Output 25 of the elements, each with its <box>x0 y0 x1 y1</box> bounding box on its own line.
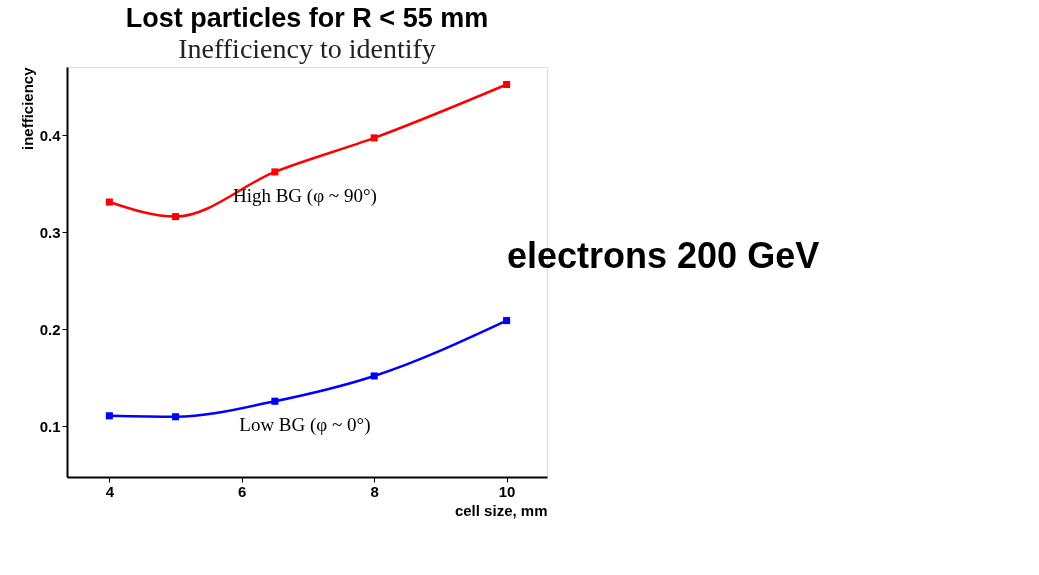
point <box>271 397 279 405</box>
series-label: Low BG (φ ~ 0°) <box>239 414 371 437</box>
chart-title: Lost particles for R < 55 mm <box>125 3 489 33</box>
point <box>370 134 378 142</box>
x-tick-label: 4 <box>105 482 115 500</box>
chart-subtitle: Inefficiency to identify <box>178 33 436 64</box>
point <box>370 372 378 380</box>
y-tick-label: 0.1 <box>39 417 61 435</box>
point <box>503 317 511 325</box>
y-tick-label: 0.2 <box>39 320 61 338</box>
y-axis-title: inefficiency <box>18 66 36 151</box>
y-tick-label: 0.3 <box>39 223 61 241</box>
x-tick-label: 8 <box>370 482 379 500</box>
y-tick-label: 0.4 <box>39 126 62 144</box>
point <box>172 213 180 221</box>
point <box>503 80 511 89</box>
point <box>105 198 113 206</box>
x-tick-label: 10 <box>498 482 516 500</box>
x-tick-label: 6 <box>238 482 247 500</box>
series-label: High BG (φ ~ 90°) <box>232 184 377 207</box>
point <box>172 413 180 421</box>
point <box>271 168 279 176</box>
annotation: electrons 200 GeV <box>507 235 820 276</box>
x-axis-title: cell size, mm <box>454 501 548 519</box>
point <box>105 412 113 420</box>
